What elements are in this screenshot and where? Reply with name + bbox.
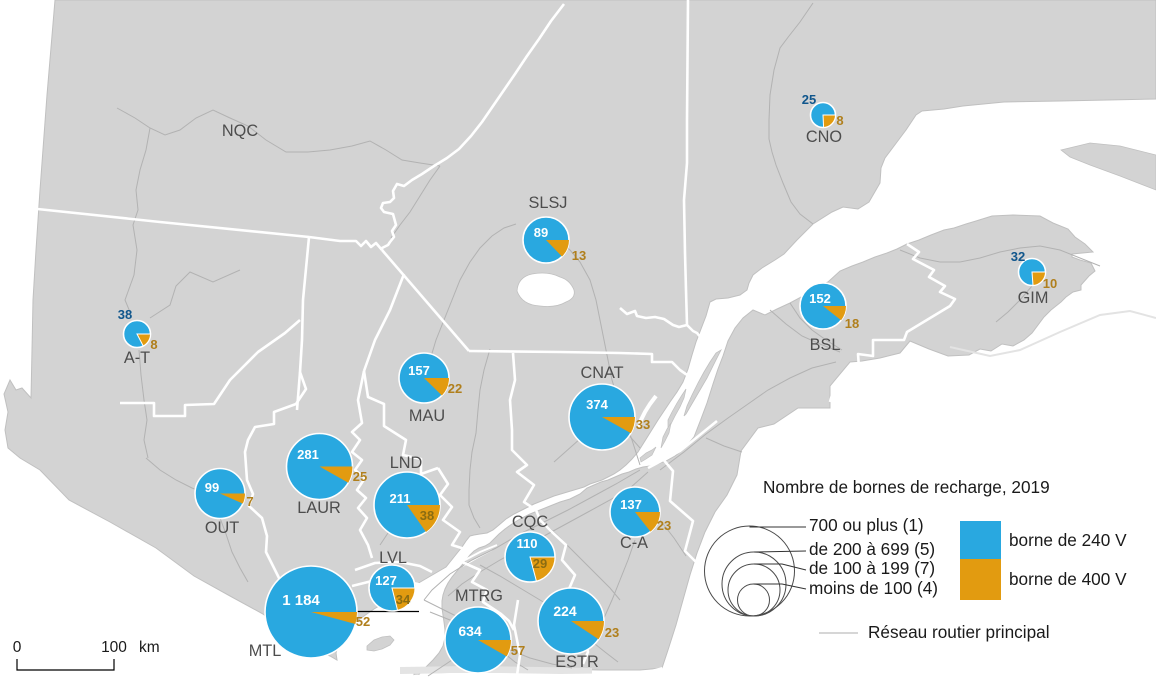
svg-text:38: 38 <box>420 508 434 523</box>
svg-text:89: 89 <box>534 225 548 240</box>
svg-text:152: 152 <box>809 291 831 306</box>
svg-text:23: 23 <box>657 518 671 533</box>
svg-text:18: 18 <box>845 316 859 331</box>
svg-text:57: 57 <box>511 643 525 658</box>
svg-text:52: 52 <box>356 614 370 629</box>
svg-text:de 200 à 699 (5): de 200 à 699 (5) <box>809 539 935 559</box>
svg-text:MTL: MTL <box>249 642 282 660</box>
svg-text:km: km <box>139 639 160 656</box>
svg-text:34: 34 <box>396 592 411 607</box>
svg-text:211: 211 <box>390 491 411 506</box>
svg-text:127: 127 <box>375 573 397 588</box>
svg-text:25: 25 <box>802 92 816 107</box>
svg-text:OUT: OUT <box>205 519 239 537</box>
svg-text:32: 32 <box>1011 249 1025 264</box>
svg-text:LND: LND <box>390 454 423 472</box>
svg-text:25: 25 <box>353 469 367 484</box>
svg-text:23: 23 <box>605 625 619 640</box>
svg-text:0: 0 <box>13 639 22 656</box>
svg-text:29: 29 <box>533 556 547 571</box>
svg-text:224: 224 <box>553 603 577 619</box>
svg-text:8: 8 <box>150 337 157 352</box>
svg-text:22: 22 <box>448 381 462 396</box>
svg-text:Réseau routier principal: Réseau routier principal <box>868 622 1050 642</box>
svg-text:10: 10 <box>1043 276 1057 291</box>
svg-text:Nombre de bornes de recharge,: Nombre de bornes de recharge, 2019 <box>763 477 1050 497</box>
svg-text:de 100 à 199 (7): de 100 à 199 (7) <box>809 558 935 578</box>
svg-text:A-T: A-T <box>124 349 150 367</box>
svg-text:137: 137 <box>620 497 642 512</box>
svg-text:BSL: BSL <box>810 336 841 354</box>
svg-text:GIM: GIM <box>1018 289 1049 307</box>
svg-text:33: 33 <box>636 417 650 432</box>
svg-text:NQC: NQC <box>222 122 258 140</box>
svg-text:99: 99 <box>205 480 219 495</box>
svg-text:borne de 400 V: borne de 400 V <box>1009 569 1127 589</box>
svg-text:CNAT: CNAT <box>580 364 623 382</box>
svg-text:157: 157 <box>408 363 430 378</box>
svg-text:LVL: LVL <box>379 549 407 567</box>
svg-text:281: 281 <box>297 447 319 462</box>
svg-text:ESTR: ESTR <box>555 653 598 671</box>
svg-text:13: 13 <box>572 248 586 263</box>
svg-text:LAUR: LAUR <box>297 499 340 517</box>
svg-text:SLSJ: SLSJ <box>529 194 568 212</box>
svg-text:CQC: CQC <box>512 513 548 531</box>
svg-text:MTRG: MTRG <box>455 587 503 605</box>
svg-text:110: 110 <box>517 536 538 551</box>
svg-text:moins de 100 (4): moins de 100 (4) <box>809 578 938 598</box>
svg-text:38: 38 <box>118 307 132 322</box>
svg-text:1 184: 1 184 <box>282 592 320 609</box>
svg-text:C-A: C-A <box>620 534 648 552</box>
svg-text:374: 374 <box>586 397 608 412</box>
svg-text:634: 634 <box>458 623 482 639</box>
svg-text:8: 8 <box>836 113 843 128</box>
svg-text:borne de 240 V: borne de 240 V <box>1009 530 1127 550</box>
svg-text:100: 100 <box>101 639 127 656</box>
svg-text:700 ou plus (1): 700 ou plus (1) <box>809 515 924 535</box>
svg-text:CNO: CNO <box>806 128 842 146</box>
svg-text:7: 7 <box>246 494 253 509</box>
svg-text:MAU: MAU <box>409 407 445 425</box>
